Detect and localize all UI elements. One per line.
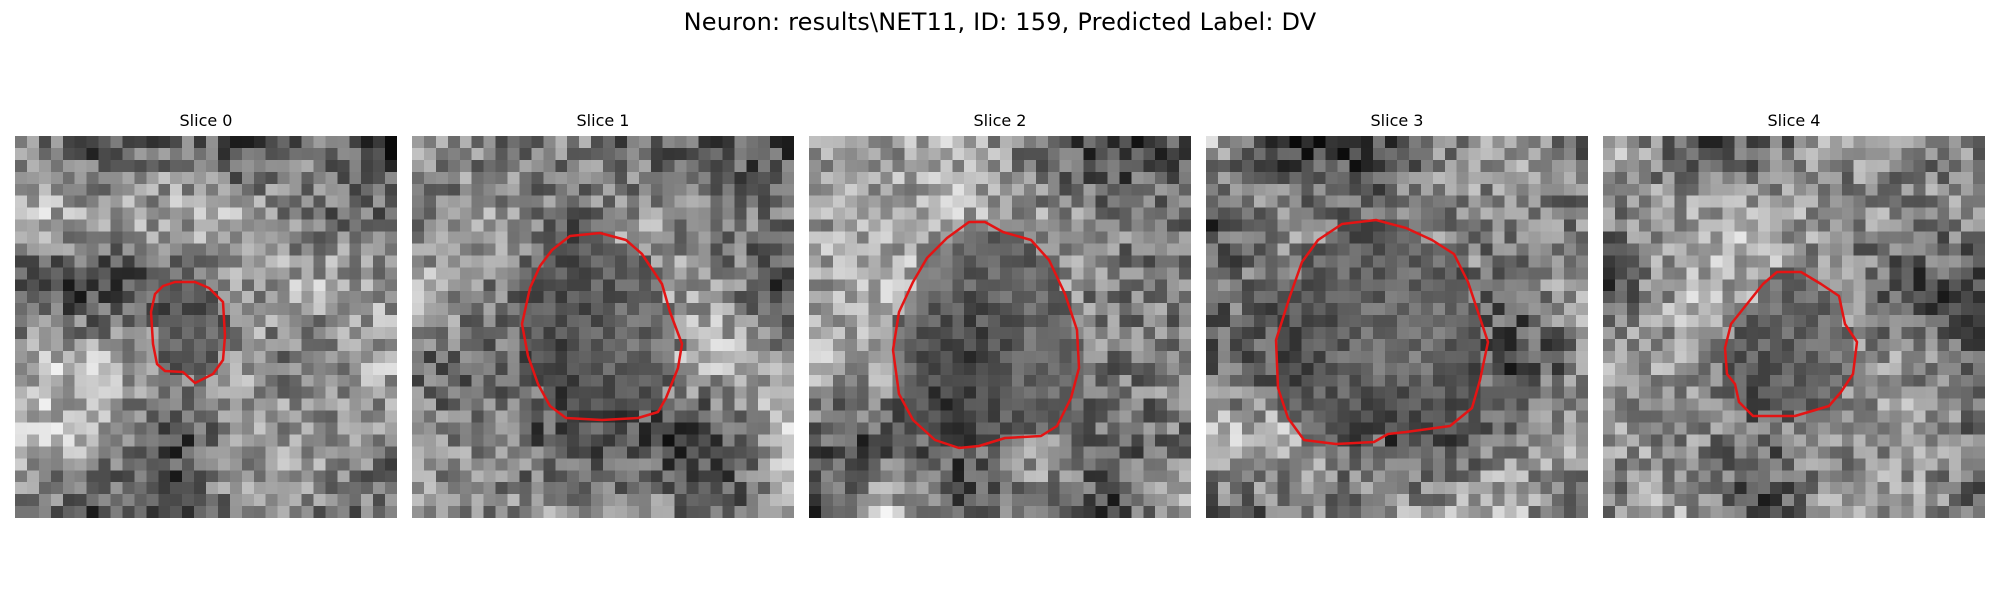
slice-panel-4: Slice 4 bbox=[1603, 108, 1985, 518]
roi-contour bbox=[891, 220, 1081, 450]
pixel-grid bbox=[1603, 136, 1985, 518]
slice-panel-3: Slice 3 bbox=[1206, 108, 1588, 518]
pixel-grid bbox=[809, 136, 1191, 518]
slice-image-3 bbox=[1206, 136, 1588, 518]
slice-panel-0: Slice 0 bbox=[15, 108, 397, 518]
slice-panel-1: Slice 1 bbox=[412, 108, 794, 518]
slice-title: Slice 3 bbox=[1370, 111, 1424, 130]
roi-contour bbox=[1723, 270, 1859, 418]
pixel-grid bbox=[1206, 136, 1588, 518]
pixel-grid bbox=[15, 136, 397, 518]
pixel-grid bbox=[412, 136, 794, 518]
slice-title: Slice 4 bbox=[1767, 111, 1821, 130]
roi-contour bbox=[1274, 218, 1490, 446]
slice-image-2 bbox=[809, 136, 1191, 518]
roi-contour bbox=[149, 280, 227, 385]
slice-image-4 bbox=[1603, 136, 1985, 518]
roi-contour bbox=[520, 231, 684, 422]
slice-title: Slice 0 bbox=[179, 111, 233, 130]
slice-image-0 bbox=[15, 136, 397, 518]
slice-title: Slice 1 bbox=[576, 111, 630, 130]
figure-title: Neuron: results\NET11, ID: 159, Predicte… bbox=[683, 8, 1317, 36]
slice-panel-2: Slice 2 bbox=[809, 108, 1191, 518]
slice-image-1 bbox=[412, 136, 794, 518]
slice-title: Slice 2 bbox=[973, 111, 1027, 130]
